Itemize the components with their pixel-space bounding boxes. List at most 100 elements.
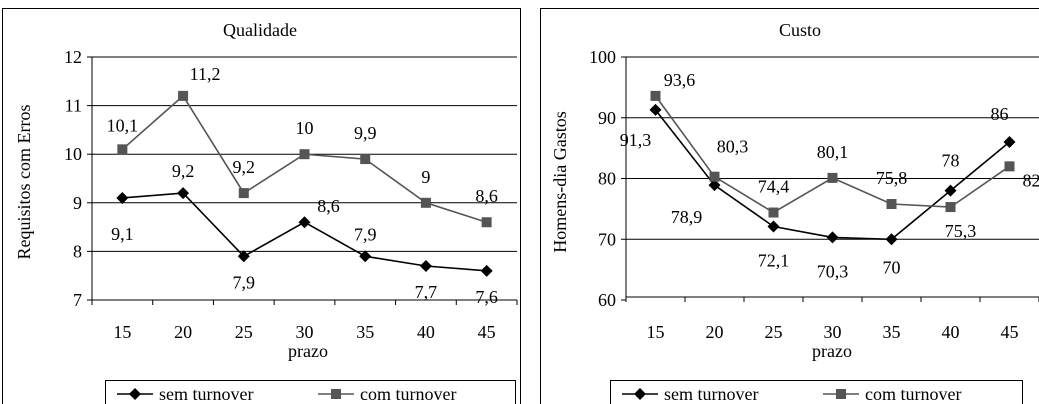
x-axis-title: prazo xyxy=(288,341,328,361)
legend-square-icon xyxy=(836,389,846,399)
data-point-sem-turnover xyxy=(708,179,721,192)
x-tick-label: 45 xyxy=(478,322,496,342)
x-axis-title: prazo xyxy=(812,341,852,361)
data-label: 10,1 xyxy=(107,115,139,135)
data-point-com-turnover xyxy=(709,171,720,182)
chart-title: Qualidade xyxy=(223,20,297,40)
data-label: 9,1 xyxy=(111,224,134,244)
data-point-sem-turnover xyxy=(419,259,432,272)
data-point-com-turnover xyxy=(945,202,956,213)
legend-diamond-icon xyxy=(634,388,646,400)
y-tick-label: 80 xyxy=(598,169,616,189)
data-label: 80,1 xyxy=(817,142,849,162)
data-point-com-turnover xyxy=(827,172,838,183)
data-point-com-turnover xyxy=(299,149,310,160)
data-point-sem-turnover xyxy=(944,184,957,197)
data-point-sem-turnover xyxy=(1003,136,1016,149)
data-point-sem-turnover xyxy=(177,187,190,200)
data-label: 78,9 xyxy=(671,207,703,227)
data-point-com-turnover xyxy=(886,199,897,210)
x-tick-label: 20 xyxy=(174,322,192,342)
x-tick-label: 25 xyxy=(235,322,253,342)
y-tick-label: 8 xyxy=(73,241,82,261)
x-tick-label: 30 xyxy=(296,322,314,342)
data-point-sem-turnover xyxy=(826,231,839,244)
data-label: 9,2 xyxy=(233,157,256,177)
chart-2: Custo 60 70 80 90 100 15 20 25 30 35 40 45 prazo Homen… xyxy=(540,8,1039,404)
data-label: 82 xyxy=(1023,170,1039,190)
x-tick-label: 45 xyxy=(1001,322,1019,342)
chart-1: Qualidade 7 8 9 10 11 12 15 20 25 30 35 40 45 prazo Req… xyxy=(2,8,521,404)
data-label: 7,9 xyxy=(354,224,377,244)
data-label: 70 xyxy=(883,257,901,277)
y-axis-title: Requisitos com Erros xyxy=(14,105,34,260)
data-point-com-turnover xyxy=(360,154,371,165)
x-tick-label: 25 xyxy=(765,322,783,342)
data-point-com-turnover xyxy=(420,197,431,208)
chart-title: Custo xyxy=(779,20,821,40)
y-tick-label: 7 xyxy=(73,290,82,310)
data-label: 75,8 xyxy=(876,168,908,188)
x-tick-label: 15 xyxy=(647,322,665,342)
data-point-sem-turnover xyxy=(298,216,311,229)
data-label: 75,3 xyxy=(945,221,977,241)
data-label: 7,7 xyxy=(415,282,438,302)
y-tick-label: 60 xyxy=(598,290,616,310)
chart-border xyxy=(540,8,1039,404)
data-label: 10 xyxy=(296,118,314,138)
x-tick-label: 35 xyxy=(883,322,901,342)
y-tick-label: 70 xyxy=(598,229,616,249)
y-tick-label: 11 xyxy=(65,96,82,116)
data-point-sem-turnover xyxy=(767,220,780,233)
data-point-sem-turnover xyxy=(885,233,898,246)
data-label: 8,6 xyxy=(317,196,340,216)
data-label: 9 xyxy=(421,167,430,187)
legend-label-sem-turnover: sem turnover xyxy=(159,384,253,404)
y-tick-label: 100 xyxy=(589,47,616,67)
legend-square-icon xyxy=(331,389,341,399)
data-label: 91,3 xyxy=(620,130,652,150)
data-label: 70,3 xyxy=(817,261,849,281)
data-label: 72,1 xyxy=(758,250,790,270)
data-point-sem-turnover xyxy=(480,264,493,277)
data-label: 80,3 xyxy=(717,137,749,157)
data-label: 9,9 xyxy=(354,123,377,143)
data-point-com-turnover xyxy=(768,207,779,218)
legend-label-sem-turnover: sem turnover xyxy=(664,384,758,404)
x-tick-label: 15 xyxy=(113,322,131,342)
data-label: 93,6 xyxy=(664,70,696,90)
data-label: 9,2 xyxy=(172,161,195,181)
data-point-sem-turnover xyxy=(649,103,662,116)
x-tick-label: 40 xyxy=(417,322,435,342)
y-tick-label: 10 xyxy=(64,144,82,164)
data-point-com-turnover xyxy=(1004,161,1015,172)
legend-label-com-turnover: com turnover xyxy=(865,384,961,404)
data-point-com-turnover xyxy=(238,188,249,199)
data-point-sem-turnover xyxy=(359,250,372,263)
data-label: 7,9 xyxy=(233,272,256,292)
x-tick-label: 35 xyxy=(356,322,374,342)
data-label: 11,2 xyxy=(190,64,221,84)
data-point-com-turnover xyxy=(178,90,189,101)
data-label: 74,4 xyxy=(758,177,790,197)
y-tick-label: 12 xyxy=(64,47,82,67)
data-point-sem-turnover xyxy=(116,191,129,204)
legend-box xyxy=(610,380,1023,404)
y-tick-label: 90 xyxy=(598,108,616,128)
data-label: 78 xyxy=(942,151,960,171)
data-label: 7,6 xyxy=(475,287,498,307)
data-point-com-turnover xyxy=(481,217,492,228)
data-point-sem-turnover xyxy=(237,250,250,263)
legend-diamond-icon xyxy=(129,388,141,400)
data-label: 8,6 xyxy=(475,186,498,206)
legend-box xyxy=(105,380,516,404)
x-tick-label: 20 xyxy=(706,322,724,342)
y-tick-label: 9 xyxy=(73,193,82,213)
x-tick-label: 40 xyxy=(942,322,960,342)
y-axis-title: Homens-dia Gastos xyxy=(550,111,570,252)
x-tick-label: 30 xyxy=(824,322,842,342)
legend-label-com-turnover: com turnover xyxy=(360,384,456,404)
data-point-com-turnover xyxy=(650,90,661,101)
data-label: 86 xyxy=(991,104,1009,124)
